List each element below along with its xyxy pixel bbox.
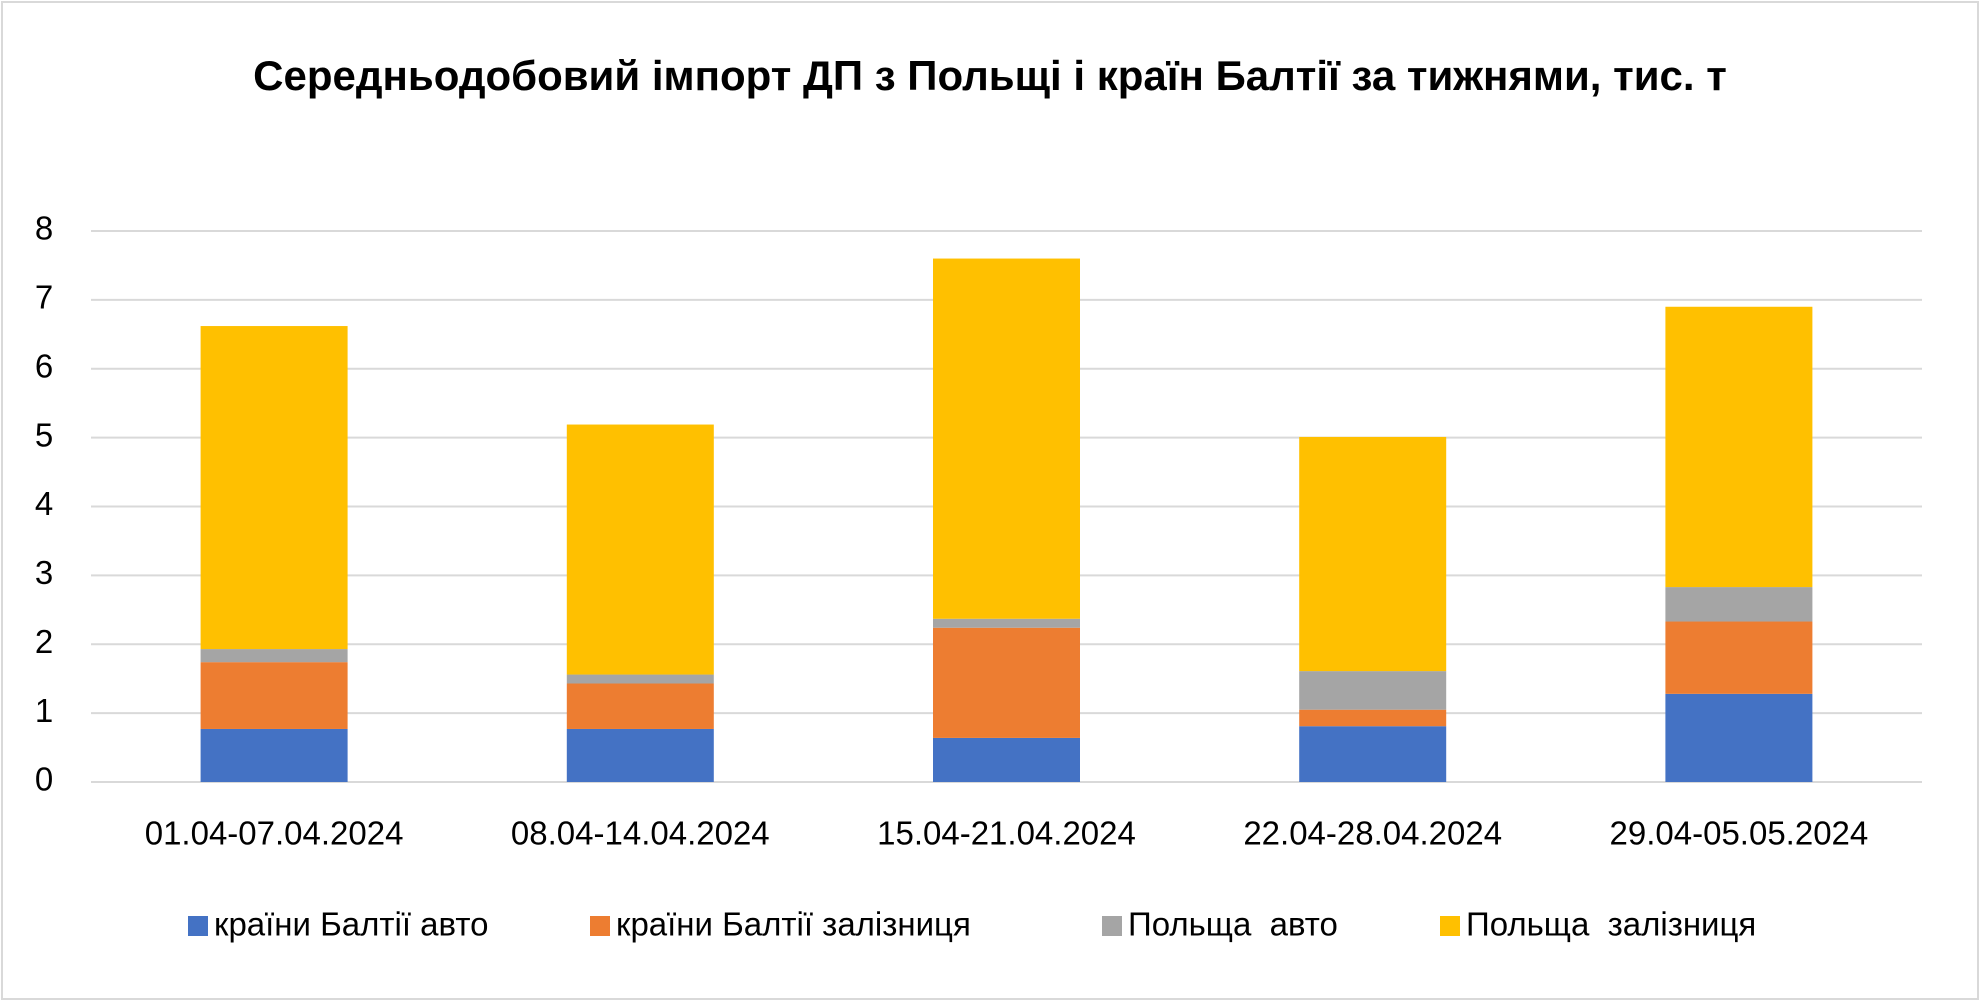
bar-segment bbox=[933, 627, 1080, 738]
bar-segment bbox=[1299, 671, 1447, 710]
legend-label: країни Балтії залізниця bbox=[616, 906, 971, 943]
legend-label: Польща авто bbox=[1128, 906, 1338, 943]
y-tick-label: 1 bbox=[35, 692, 53, 729]
bar-segment bbox=[1665, 306, 1813, 588]
x-tick-label: 01.04-07.04.2024 bbox=[145, 815, 404, 852]
x-tick-label: 29.04-05.05.2024 bbox=[1610, 815, 1869, 852]
y-tick-label: 6 bbox=[35, 347, 53, 384]
legend-swatch bbox=[1102, 916, 1122, 936]
bar-segment bbox=[200, 662, 348, 729]
legend-swatch bbox=[1440, 916, 1460, 936]
y-tick-label: 3 bbox=[35, 554, 53, 591]
bar-segment bbox=[566, 424, 714, 675]
bar-segment bbox=[200, 326, 348, 650]
x-tick-label: 08.04-14.04.2024 bbox=[511, 815, 770, 852]
x-tick-label: 15.04-21.04.2024 bbox=[877, 815, 1136, 852]
x-tick-label: 22.04-28.04.2024 bbox=[1243, 815, 1502, 852]
y-tick-label: 2 bbox=[35, 623, 53, 660]
legend-swatch bbox=[188, 916, 208, 936]
bar-segment bbox=[200, 728, 348, 782]
bar-segment bbox=[1299, 726, 1447, 782]
y-tick-label: 0 bbox=[35, 761, 53, 798]
legend-swatch bbox=[590, 916, 610, 936]
bar-segment bbox=[933, 258, 1080, 619]
bar-segment bbox=[1665, 693, 1813, 782]
bar-segment bbox=[933, 737, 1080, 782]
y-tick-label: 5 bbox=[35, 416, 53, 453]
bar-segment bbox=[1299, 709, 1447, 727]
legend-label: Польща залізниця bbox=[1466, 906, 1756, 943]
bar-segment bbox=[1665, 621, 1813, 694]
bar-segment bbox=[200, 649, 348, 663]
bar-segment bbox=[566, 683, 714, 729]
chart-title: Середньодобовий імпорт ДП з Польщі і кра… bbox=[253, 52, 1727, 99]
legend-label: країни Балтії авто bbox=[214, 906, 488, 943]
bar-segment bbox=[1299, 436, 1447, 672]
y-tick-label: 8 bbox=[35, 210, 53, 247]
bar-segment bbox=[566, 728, 714, 782]
y-tick-label: 4 bbox=[35, 485, 53, 522]
bar-segment bbox=[566, 674, 714, 684]
y-tick-label: 7 bbox=[35, 279, 53, 316]
bar-segment bbox=[1665, 587, 1813, 622]
bar-segment bbox=[933, 618, 1080, 628]
